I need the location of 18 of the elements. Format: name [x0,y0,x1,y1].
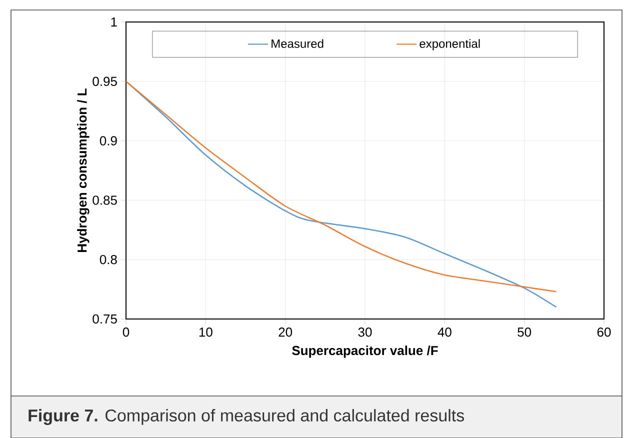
y-axis-title: Hydrogen consumption / L [77,88,90,252]
x-tick-label: 40 [438,328,452,337]
text: Figure 7. Comparison of measured and calculated results [28,409,464,425]
x-axis-title: Supercapacitor value /F [292,346,438,358]
y-tick-label: 0.8 [100,254,117,264]
y-tick-label: 0.95 [92,76,117,86]
x-tick-label: 10 [199,328,212,337]
legend-label: exponential [420,39,480,50]
x-tick-label: 50 [518,328,532,337]
x-tick-label: 20 [278,328,292,337]
x-tick-label: 30 [358,328,372,337]
y-tick-label: 0.9 [100,136,117,146]
y-tick-label: 0.75 [92,314,117,324]
x-tick-label: 60 [597,328,611,337]
legend-label: Measured [272,39,324,48]
x-tick-label: 0 [122,328,130,337]
y-tick-label: 1 [111,18,117,26]
y-tick-label: 0.85 [92,196,117,205]
